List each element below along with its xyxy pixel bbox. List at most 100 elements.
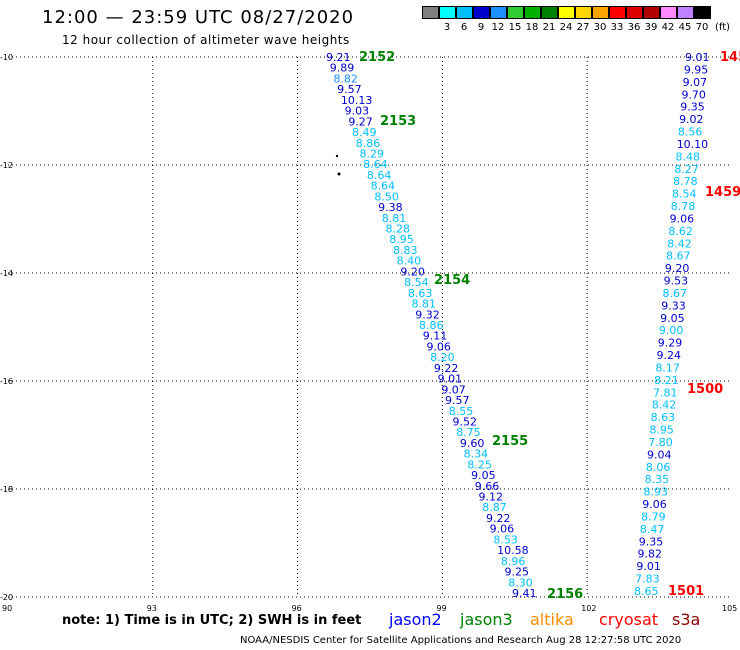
swh-value-right: 8.95 <box>649 424 674 437</box>
swh-value-left: 8.81 <box>382 212 407 225</box>
legend-swatch <box>541 6 558 19</box>
swh-value-left: 8.83 <box>393 244 418 257</box>
lat-label: -20 <box>0 593 13 602</box>
legend-label: 33 <box>610 22 624 33</box>
legend-label: 6 <box>460 22 468 33</box>
swh-value-right: 8.17 <box>655 361 680 374</box>
legend-swatch <box>422 6 439 19</box>
swh-value-right: 9.29 <box>658 337 683 350</box>
swh-value-left: 9.22 <box>486 512 511 525</box>
swh-value-left: 9.25 <box>505 566 530 579</box>
legend-swatch <box>626 6 643 19</box>
credit-line: NOAA/NESDIS Center for Satellite Applica… <box>240 635 682 646</box>
swh-value-left: 8.87 <box>482 501 507 514</box>
legend-swatch <box>609 6 626 19</box>
swh-value-right: 8.42 <box>667 237 692 250</box>
legend-swatch <box>660 6 677 19</box>
swh-value-left: 8.30 <box>508 576 533 589</box>
swh-value-left: 9.89 <box>330 62 355 75</box>
swh-value-right: 8.35 <box>645 473 670 486</box>
swh-value-left: 8.25 <box>467 458 492 471</box>
legend-swatch <box>694 6 711 19</box>
swh-value-left: 9.01 <box>438 373 463 386</box>
legend-label: 27 <box>576 22 590 33</box>
satellite-jason3: jason3 <box>460 610 513 629</box>
swh-value-left: 9.66 <box>475 480 500 493</box>
legend-swatch <box>643 6 660 19</box>
pass-time-label: 1459 <box>705 185 740 200</box>
lat-label: -10 <box>0 53 13 62</box>
swh-value-right: 8.42 <box>652 399 677 412</box>
swh-value-right: 8.65 <box>634 585 659 598</box>
swh-value-right: 9.07 <box>683 76 708 89</box>
satellite-s3a: s3a <box>672 610 701 629</box>
swh-value-right: 10.10 <box>677 138 709 151</box>
pass-time-label: 1500 <box>687 382 723 397</box>
pass-time-label: 2153 <box>380 114 416 129</box>
swh-value-right: 9.35 <box>639 535 664 548</box>
swh-value-right: 8.21 <box>654 374 679 387</box>
swh-value-right: 8.56 <box>678 126 703 139</box>
swh-value-right: 8.63 <box>651 411 676 424</box>
swh-value-right: 9.01 <box>636 560 661 573</box>
legend-swatch <box>439 6 456 19</box>
swh-value-right: 9.06 <box>670 212 695 225</box>
swh-value-right: 9.95 <box>684 63 709 76</box>
swh-value-left: 9.20 <box>400 265 425 278</box>
swh-value-left: 8.64 <box>371 180 396 193</box>
legend-swatch <box>507 6 524 19</box>
lon-label: 99 <box>436 604 446 613</box>
swh-value-right: 9.20 <box>665 262 690 275</box>
swh-value-right: 9.02 <box>679 113 704 126</box>
swh-value-left: 10.13 <box>341 94 373 107</box>
pass-time-label: 2156 <box>547 587 583 602</box>
legend-label: 15 <box>508 22 522 33</box>
legend-swatch <box>677 6 694 19</box>
legend-label: 70 <box>695 22 709 33</box>
swh-value-right: 8.54 <box>672 188 697 201</box>
swh-value-left: 9.41 <box>512 587 537 600</box>
legend-label: 24 <box>559 22 573 33</box>
legend-swatch <box>558 6 575 19</box>
swh-value-left: 9.21 <box>326 51 351 64</box>
swh-value-left: 8.95 <box>389 233 414 246</box>
legend-swatch <box>473 6 490 19</box>
swh-value-right: 8.79 <box>641 510 666 523</box>
swh-value-right: 8.06 <box>646 461 671 474</box>
swh-value-right: 9.82 <box>638 548 663 561</box>
swh-value-right: 9.53 <box>664 275 689 288</box>
swh-value-left: 9.57 <box>445 394 470 407</box>
legend-label: 36 <box>627 22 641 33</box>
legend-label: 42 <box>661 22 675 33</box>
island-marker <box>335 154 339 158</box>
swh-value-left: 9.52 <box>452 415 477 428</box>
legend-label: 3 <box>443 22 451 33</box>
swh-value-left: 8.81 <box>412 298 437 311</box>
legend-label: 39 <box>644 22 658 33</box>
satellite-altika: altika <box>530 610 574 629</box>
swh-value-right: 8.93 <box>643 486 668 499</box>
swh-value-right: 7.83 <box>635 573 660 586</box>
swh-value-left: 9.32 <box>415 308 440 321</box>
lon-label: 102 <box>581 604 596 613</box>
swh-value-right: 8.67 <box>662 287 687 300</box>
lat-label: -14 <box>0 269 13 278</box>
pass-time-label: 1501 <box>668 584 704 599</box>
swh-value-left: 9.07 <box>441 383 466 396</box>
legend-swatch <box>592 6 609 19</box>
swh-value-right: 9.70 <box>681 88 706 101</box>
swh-value-left: 8.40 <box>397 255 422 268</box>
pass-time-label: 2154 <box>434 273 470 288</box>
swh-value-left: 8.53 <box>493 533 518 546</box>
swh-value-right: 8.48 <box>676 150 701 163</box>
legend-label: 45 <box>678 22 692 33</box>
lon-label: 96 <box>292 604 302 613</box>
swh-value-right: 9.35 <box>680 101 705 114</box>
pass-time-label: 2152 <box>359 50 395 65</box>
swh-value-left: 9.05 <box>471 469 496 482</box>
swh-value-left: 8.64 <box>367 169 392 182</box>
swh-value-left: 9.06 <box>490 523 515 536</box>
satellite-jason2: jason2 <box>389 610 442 629</box>
lat-label: -16 <box>0 377 13 386</box>
